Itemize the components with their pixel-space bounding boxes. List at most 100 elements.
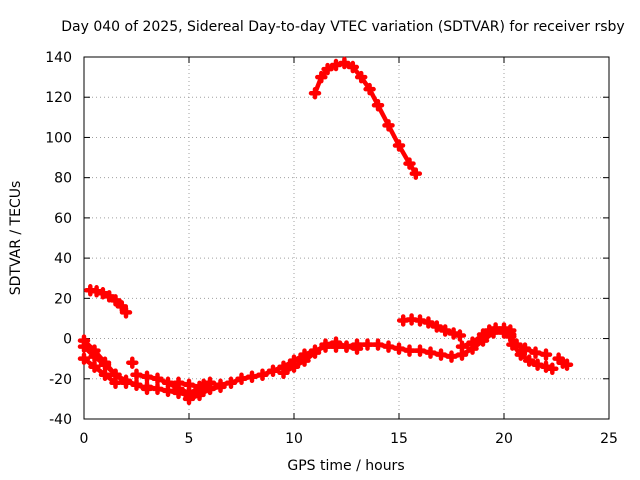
data-point (224, 376, 238, 390)
x-tick-label: 10 (285, 431, 303, 447)
data-point (308, 86, 322, 100)
series-late-b (506, 338, 559, 375)
series-line (312, 60, 419, 176)
data-point (403, 344, 416, 357)
series-high-arc (308, 56, 423, 180)
data-point (350, 342, 364, 355)
x-axis-label: GPS time / hours (287, 458, 404, 474)
data-point (403, 157, 416, 170)
data-point (382, 119, 395, 132)
data-point (363, 82, 376, 96)
data-point (182, 378, 196, 392)
data-point (438, 324, 452, 337)
data-point (126, 356, 139, 369)
data-point (518, 342, 532, 355)
series-lower-c (77, 352, 122, 390)
data-point (119, 374, 133, 388)
data-point (96, 287, 110, 300)
data-point (88, 350, 101, 363)
data-point (172, 386, 185, 400)
data-point (329, 336, 343, 349)
series-layer (77, 56, 574, 406)
data-point (287, 360, 301, 373)
data-point (256, 368, 269, 382)
chart-title: Day 040 of 2025, Sidereal Day-to-day VTE… (61, 19, 624, 35)
data-point (245, 370, 259, 384)
y-axis-label: SDTVAR / TECUs (8, 181, 24, 296)
grid-layer (84, 57, 609, 419)
y-tick-label: 0 (63, 332, 72, 348)
series-evening-segment (396, 313, 467, 342)
series-line (81, 356, 118, 386)
series-peak-19 (455, 322, 517, 353)
data-point (413, 314, 427, 327)
data-point (392, 139, 406, 152)
data-point (340, 340, 353, 353)
data-point (277, 366, 290, 379)
data-point (409, 167, 423, 180)
y-tick-label: 80 (54, 171, 72, 187)
data-point (529, 346, 542, 359)
y-tick-label: 140 (45, 50, 72, 66)
data-point (235, 372, 248, 386)
series-late-c (552, 352, 574, 371)
y-tick-label: 100 (45, 130, 72, 146)
data-point (119, 306, 133, 319)
series-dots (126, 356, 210, 392)
data-point (422, 316, 435, 329)
x-tick-label: 0 (80, 431, 89, 447)
y-tick-label: 60 (54, 211, 72, 227)
data-point (413, 344, 427, 357)
data-point (514, 348, 528, 361)
data-point (102, 290, 116, 303)
data-point (506, 338, 519, 351)
data-point (346, 60, 360, 74)
data-point (434, 348, 448, 361)
ticks-layer: 0 5 10 15 20 25 -40 -20 0 20 40 60 80 100 120 140 (45, 50, 618, 447)
series-early-decline (84, 284, 133, 319)
data-point (161, 384, 175, 398)
data-point (371, 99, 385, 112)
x-tick-label: 5 (185, 431, 194, 447)
data-point (109, 294, 122, 307)
data-point (522, 354, 536, 367)
data-point (77, 352, 91, 365)
data-point (354, 70, 368, 84)
data-point (531, 358, 544, 371)
y-tick-label: 20 (54, 291, 72, 307)
data-point (193, 388, 206, 402)
data-point (77, 340, 91, 353)
x-tick-label: 20 (495, 431, 513, 447)
data-point (445, 350, 458, 363)
data-point (140, 380, 154, 394)
data-point (115, 300, 129, 313)
data-point (151, 382, 164, 396)
data-point (140, 370, 154, 384)
data-point (298, 354, 311, 367)
data-point (371, 338, 385, 351)
data-point (504, 330, 517, 343)
data-point (382, 340, 395, 353)
data-point (455, 340, 469, 353)
data-point (424, 346, 437, 359)
data-point (338, 56, 351, 70)
data-point (109, 376, 122, 390)
data-point (319, 338, 332, 351)
data-point (266, 364, 280, 377)
data-point (308, 346, 322, 359)
data-point (130, 378, 143, 392)
plot-frame (83, 56, 610, 420)
data-point (430, 320, 444, 333)
data-point (182, 392, 196, 406)
data-point (214, 378, 227, 392)
y-tick-label: -40 (49, 412, 72, 428)
data-point (539, 348, 553, 361)
data-point (466, 336, 479, 349)
data-point (560, 358, 574, 371)
data-point (98, 358, 112, 371)
data-point (453, 329, 467, 342)
data-point (203, 382, 217, 396)
data-point (130, 368, 143, 382)
y-tick-label: 40 (54, 251, 72, 267)
